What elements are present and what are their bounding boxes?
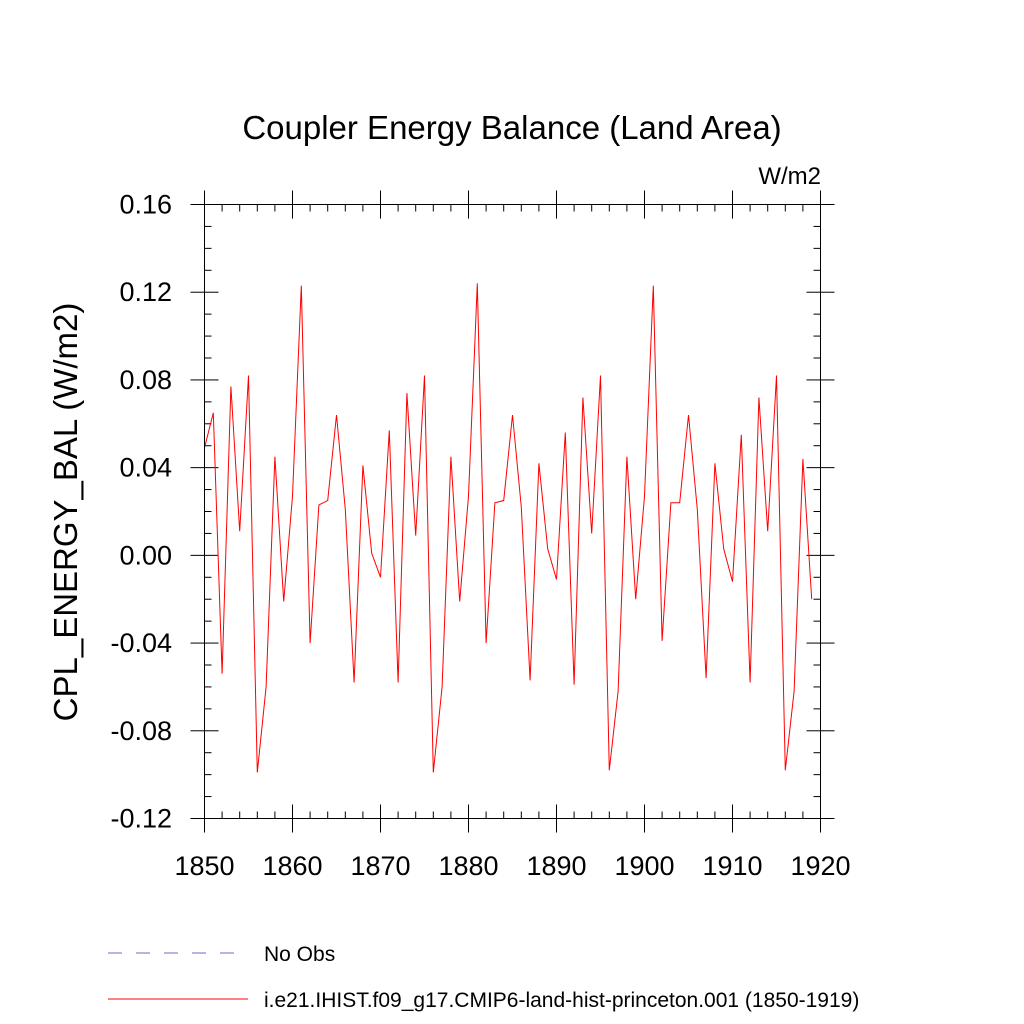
plot-frame [204, 204, 821, 819]
x-tick-label: 1880 [438, 851, 498, 881]
y-tick-label: 0.16 [119, 190, 172, 220]
y-tick-label: 0.04 [119, 453, 172, 483]
x-tick-label: 1890 [526, 851, 586, 881]
y-tick-label: -0.04 [110, 628, 172, 658]
series-line-0 [204, 283, 813, 773]
y-tick-label: 0.08 [119, 365, 172, 395]
legend: No Obs i.e21.IHIST.f09_g17.CMIP6-land-his… [108, 943, 859, 1012]
axis-tick-labels: 1850 1860 1870 1880 1890 1900 1910 1920 -0.12 -0.… [110, 190, 850, 882]
x-tick-label: 1910 [702, 851, 762, 881]
y-axis-label: CPL_ENERGY_BAL (W/m2) [47, 303, 84, 722]
axis-ticks [190, 190, 835, 833]
x-tick-label: 1860 [262, 851, 322, 881]
x-tick-label: 1900 [614, 851, 674, 881]
x-tick-label: 1920 [790, 851, 850, 881]
legend-label-0: i.e21.IHIST.f09_g17.CMIP6-land-hist-prin… [264, 989, 859, 1012]
units-label: W/m2 [758, 163, 821, 190]
x-tick-label: 1850 [174, 851, 234, 881]
chart-title: Coupler Energy Balance (Land Area) [242, 109, 781, 146]
x-tick-label: 1870 [350, 851, 410, 881]
legend-label-1: No Obs [264, 943, 335, 966]
y-tick-label: -0.12 [110, 804, 172, 834]
y-tick-label: 0.12 [119, 277, 172, 307]
y-tick-label: 0.00 [119, 540, 172, 570]
y-tick-label: -0.08 [110, 716, 172, 746]
series-lines [204, 283, 813, 773]
